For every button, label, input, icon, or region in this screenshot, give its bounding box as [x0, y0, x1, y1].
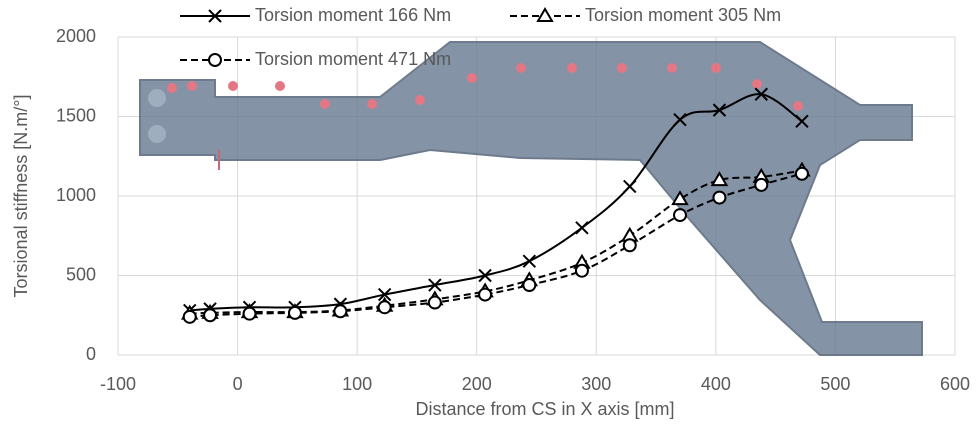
marker [334, 305, 346, 317]
legend-item: Torsion moment 166 Nm [180, 5, 451, 25]
marker [479, 289, 491, 301]
marker [379, 301, 391, 313]
x-tick-label: 100 [342, 374, 372, 394]
marker [523, 255, 535, 267]
chart: Distance from CS in X axis [mm] Torsiona… [0, 0, 976, 431]
marker [184, 311, 196, 323]
marker [244, 308, 256, 320]
y-axis-title: Torsional stiffness [N.m/°] [11, 95, 31, 298]
legend-item: Torsion moment 305 Nm [510, 5, 781, 25]
marker [796, 168, 808, 180]
y-tick-label: 500 [66, 264, 96, 284]
y-tick-label: 1500 [56, 105, 96, 125]
marker [429, 297, 441, 309]
x-tick-label: 400 [701, 374, 731, 394]
x-tick-label: 0 [233, 374, 243, 394]
marker [674, 209, 686, 221]
marker [576, 265, 588, 277]
x-tick-label: 200 [462, 374, 492, 394]
y-tick-label: 0 [86, 344, 96, 364]
marker [755, 179, 767, 191]
marker [576, 222, 588, 234]
legend-marker [209, 54, 221, 66]
x-axis-title: Distance from CS in X axis [mm] [415, 399, 674, 419]
marker [523, 279, 535, 291]
marker [204, 309, 216, 321]
x-tick-label: -100 [100, 374, 136, 394]
marker [624, 180, 636, 192]
legend-item: Torsion moment 471 Nm [180, 49, 451, 69]
legend-label: Torsion moment 166 Nm [255, 5, 451, 25]
marker [713, 192, 725, 204]
legend-label: Torsion moment 471 Nm [255, 49, 451, 69]
y-tick-label: 1000 [56, 185, 96, 205]
x-tick-label: 600 [940, 374, 970, 394]
legend-label: Torsion moment 305 Nm [585, 5, 781, 25]
marker [624, 239, 636, 251]
x-tick-label: 300 [581, 374, 611, 394]
y-tick-label: 2000 [56, 26, 96, 46]
marker [289, 307, 301, 319]
x-tick-label: 500 [820, 374, 850, 394]
